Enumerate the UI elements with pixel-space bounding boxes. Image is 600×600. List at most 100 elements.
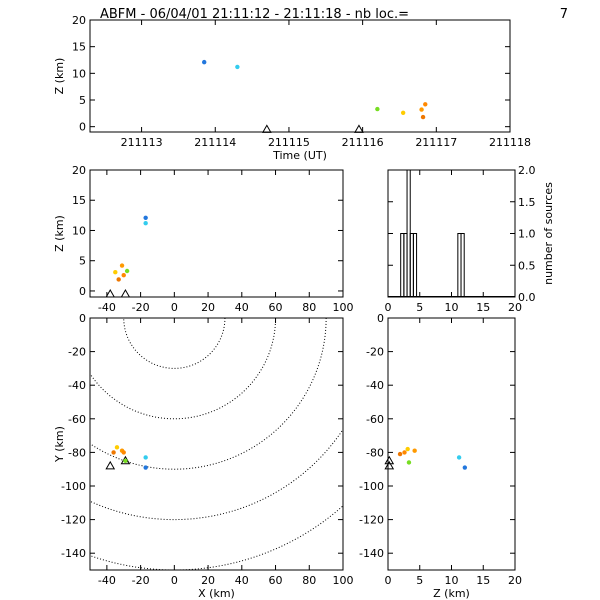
y-tick-label: 2.0 <box>518 164 536 177</box>
y-tick-label: -60 <box>68 413 86 426</box>
y-tick-label: -40 <box>68 379 86 392</box>
station-marker <box>120 288 131 298</box>
x-tick-label: -20 <box>132 301 150 314</box>
source-point <box>402 450 407 455</box>
station-marker <box>105 460 116 470</box>
x-tick-label: 211113 <box>121 136 163 149</box>
x-tick-label: 20 <box>508 301 522 314</box>
x-tick-label: -20 <box>132 574 150 587</box>
y-tick-label: -80 <box>366 446 384 459</box>
y-axis-label: Z (km) <box>53 215 66 252</box>
y-tick-label: 20 <box>72 164 86 177</box>
y-tick-label: 15 <box>72 194 86 207</box>
histogram-bar <box>412 233 418 298</box>
y-tick-label: 1.0 <box>518 228 536 241</box>
source-point <box>420 114 426 120</box>
time-height-frame <box>89 19 511 133</box>
y-tick-label: 5 <box>79 94 86 107</box>
source-point <box>114 445 120 450</box>
panels: 211113 211114 211115 211116 211117 211118 0 5 10… <box>53 14 556 600</box>
x-tick-label: 20 <box>508 574 522 587</box>
source-point <box>456 455 462 460</box>
x-tick-label: 211116 <box>342 136 384 149</box>
y-tick-label: -20 <box>366 346 384 359</box>
source-point <box>143 221 148 226</box>
x-axis-label: Time (UT) <box>272 149 327 162</box>
x-tick-label: 5 <box>416 574 423 587</box>
sources <box>202 59 428 120</box>
source-point <box>113 270 118 275</box>
x-tick-label: 0 <box>385 574 392 587</box>
y-tick-label: -80 <box>68 446 86 459</box>
y-tick-label: 0 <box>377 312 384 325</box>
source-point <box>419 107 424 112</box>
y-tick-label: -120 <box>359 514 384 527</box>
x-tick-label: 0 <box>385 301 392 314</box>
y-tick-label: -100 <box>61 480 86 493</box>
y-tick-label: -140 <box>359 547 384 560</box>
sources <box>113 215 148 282</box>
x-tick-label: 100 <box>333 574 354 587</box>
station-marker <box>105 288 116 298</box>
y-tick-label: -40 <box>366 379 384 392</box>
y-tick-label: 0 <box>79 121 86 134</box>
y-tick-label: 0 <box>79 312 86 325</box>
x-tick-label: 211118 <box>489 136 531 149</box>
source-point <box>397 451 403 457</box>
stations <box>105 288 131 298</box>
y-tick-label: -60 <box>366 413 384 426</box>
x-tick-label: 211114 <box>194 136 236 149</box>
histogram-bars <box>388 169 515 298</box>
station-marker <box>261 124 272 133</box>
z-plan-frame <box>387 317 516 571</box>
x-tick-label: 10 <box>445 301 459 314</box>
x-tick-label: 0 <box>171 301 178 314</box>
source-point <box>143 215 148 220</box>
y-tick-label: 15 <box>72 41 86 54</box>
y-tick-label: 20 <box>72 14 86 27</box>
source-point <box>406 460 412 465</box>
stations <box>261 124 364 133</box>
source-point <box>202 59 207 65</box>
x-tick-label: 40 <box>235 574 249 587</box>
x-tick-label: -40 <box>98 301 116 314</box>
y-tick-label: 5 <box>79 255 86 268</box>
x-tick-label: 100 <box>333 301 354 314</box>
source-point <box>143 455 148 460</box>
histogram-bar <box>460 233 465 298</box>
y-tick-label: 0.5 <box>518 259 536 272</box>
range-ring <box>90 318 327 470</box>
x-tick-label: 80 <box>302 301 316 314</box>
time-height-panel: 211113 211114 211115 211116 211117 211118 0 5 10… <box>53 14 531 162</box>
histogram-panel: 0 5 10 15 200.0 0.5 1.0 1.5 2.0 number of sources <box>385 164 556 314</box>
x-tick-label: 211117 <box>415 136 457 149</box>
y-tick-label: 0 <box>79 285 86 298</box>
station-marker <box>384 455 395 465</box>
y-tick-label: -140 <box>61 547 86 560</box>
source-point <box>462 465 468 470</box>
source-point <box>116 277 121 282</box>
source-point <box>111 450 116 455</box>
y-tick-label: 10 <box>72 224 86 237</box>
plan-view-panel: -40 -20 0 20 40 60 80 100 -140 -120 -100 -80 -60 -40 -… <box>53 312 354 600</box>
source-point <box>423 102 428 107</box>
source-point <box>121 450 126 455</box>
x-tick-label: 15 <box>476 301 490 314</box>
sources <box>111 445 148 470</box>
source-point <box>143 465 148 470</box>
x-tick-label: 211115 <box>268 136 310 149</box>
station-marker <box>384 460 395 470</box>
x-axis-label: X (km) <box>198 587 235 600</box>
y-axis-label: Z (km) <box>53 58 66 95</box>
x-tick-label: 60 <box>269 574 283 587</box>
nb-loc-value: 7 <box>560 7 568 22</box>
x-height-panel: -40 -20 0 20 40 60 80 100 0 5 10 15 20 Z (km) <box>53 164 354 314</box>
source-point <box>123 458 128 463</box>
station-marker <box>354 124 364 133</box>
y-tick-label: 0.0 <box>518 291 536 304</box>
source-point <box>121 273 126 278</box>
x-tick-label: 60 <box>269 301 283 314</box>
x-tick-label: 20 <box>201 574 215 587</box>
x-axis-label: Z (km) <box>433 587 470 600</box>
